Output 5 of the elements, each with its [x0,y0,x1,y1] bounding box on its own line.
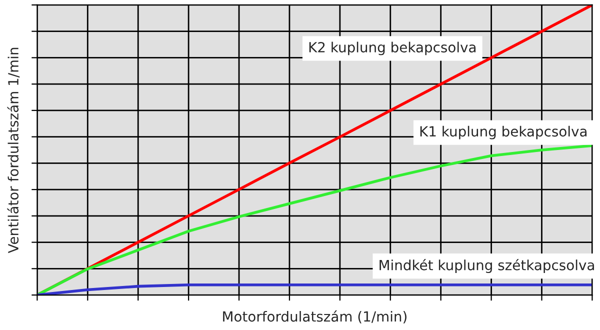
series-label: K2 kuplung bekapcsolva [309,42,476,56]
y-axis-title: Ventilátor fordulatszám 1/min [7,48,20,254]
x-axis-title: Motorfordulatszám (1/min) [223,310,406,324]
series-label: Mindkét kuplung szétkapcsolva [380,259,594,274]
series-label: K1 kuplung bekapcsolva [420,126,587,140]
